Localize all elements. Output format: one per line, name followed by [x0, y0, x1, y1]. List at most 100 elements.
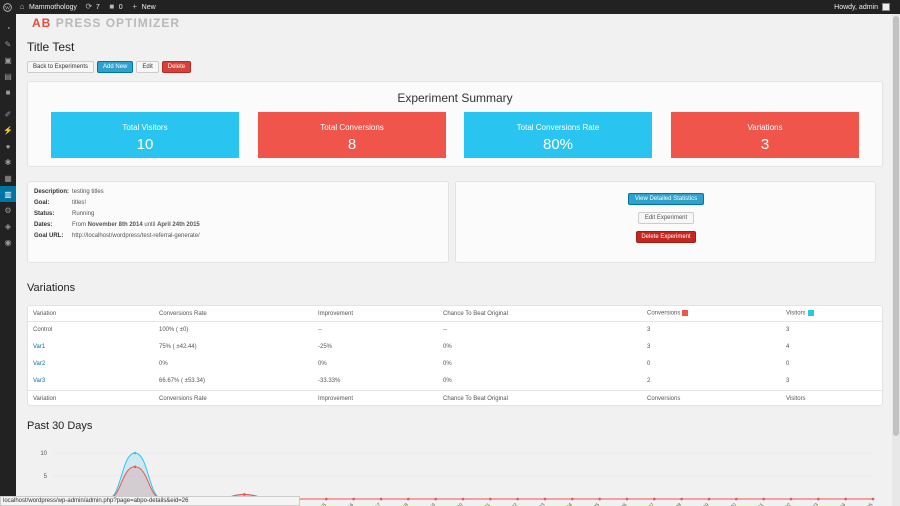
- new-label: New: [141, 3, 156, 11]
- card-value: 3: [760, 136, 770, 153]
- account-menu[interactable]: Howdy, admin: [830, 0, 900, 14]
- site-name-link[interactable]: ⌂ Mammothology: [14, 0, 81, 14]
- x-tick-label: 2014-11-28: [661, 502, 683, 506]
- card-value: 80%: [542, 136, 574, 153]
- comments-count: 0: [118, 3, 123, 11]
- table-row: Var2 0% 0% 0% 0 0: [28, 356, 882, 372]
- column-footer-conversions: Conversions: [647, 395, 681, 402]
- goal-url-label: Goal URL:: [34, 233, 64, 239]
- data-point-conversions: [680, 497, 683, 501]
- logo-text: PRESS OPTIMIZER: [55, 16, 181, 30]
- edit-experiment-button[interactable]: Edit Experiment: [638, 212, 694, 224]
- delete-button[interactable]: Delete: [161, 61, 192, 73]
- site-name: Mammothology: [29, 3, 77, 11]
- x-tick-label: 2014-12-02: [770, 502, 792, 506]
- data-point-conversions: [871, 497, 875, 501]
- variation-visitors: 3: [786, 327, 790, 333]
- variation-rate: 0%: [159, 361, 168, 367]
- admin-menu: ◔ ✎ ▣ ▤ ■ ✐ ⚡ ● ✱ ▦ ▥ ⚙ ◈ ◉: [0, 14, 16, 506]
- dates-from: November 8th 2014: [87, 222, 143, 228]
- scrollbar-thumb[interactable]: [893, 16, 899, 436]
- collapse-menu-icon[interactable]: ◉: [4, 237, 12, 247]
- edit-button[interactable]: Edit: [136, 61, 159, 73]
- users-icon[interactable]: ●: [5, 141, 11, 151]
- data-point-conversions: [133, 465, 137, 469]
- plugins-icon[interactable]: ⚡: [3, 125, 13, 135]
- data-point-conversions: [379, 497, 383, 501]
- back-to-experiments-button[interactable]: Back to Experiments: [27, 61, 95, 73]
- dashboard-icon[interactable]: ◔: [5, 23, 11, 33]
- variation-name: Control: [33, 327, 53, 333]
- howdy-text: Howdy, admin: [834, 3, 878, 11]
- experiment-details-panel: Description: testing titles Goal: titles…: [27, 181, 449, 263]
- variation-improvement: -25%: [318, 344, 333, 350]
- y-tick-label: 10: [40, 451, 47, 457]
- add-new-button[interactable]: Add New: [97, 61, 134, 73]
- past-30-days-title: Past 30 Days: [27, 420, 93, 432]
- extra-plugin-icon[interactable]: ◈: [4, 221, 12, 231]
- status-label: Status:: [34, 211, 55, 217]
- variation-link-var1[interactable]: Var1: [33, 344, 46, 350]
- x-tick-label: 2014-11-29: [688, 502, 710, 506]
- variation-visitors: 3: [786, 378, 790, 384]
- card-value: 10: [136, 136, 154, 153]
- variation-rate: 75% ( ±42.44): [159, 344, 197, 350]
- pin-icon[interactable]: ✎: [4, 39, 12, 49]
- dates-until: April 24th 2015: [157, 222, 200, 228]
- new-content-link[interactable]: + New: [127, 0, 160, 14]
- experiment-actions-panel: View Detailed Statistics Edit Experiment…: [455, 181, 876, 263]
- table-row: Var3 66.67% ( ±53.34) -33.33% 0% 2 3: [28, 373, 882, 389]
- column-header-chance: Chance To Beat Original: [443, 310, 508, 317]
- page-scrollbar[interactable]: [892, 14, 900, 506]
- updates-link[interactable]: ⟳ 7: [81, 0, 104, 14]
- variation-visitors: 0: [786, 361, 790, 367]
- status-row: Status: Running: [34, 211, 94, 217]
- view-detailed-statistics-button[interactable]: View Detailed Statistics: [628, 193, 704, 205]
- data-point-conversions: [653, 497, 656, 501]
- updates-count: 7: [95, 3, 100, 11]
- variation-visitors: 4: [786, 344, 790, 350]
- ab-optimizer-icon[interactable]: ▥: [0, 186, 16, 202]
- y-tick-label: 5: [44, 474, 48, 480]
- experiment-summary-panel: Experiment Summary Total Visitors 10 Tot…: [27, 81, 883, 167]
- data-point-conversions: [844, 497, 847, 501]
- visitors-header-label: Visitors: [786, 310, 806, 317]
- variation-chance: 0%: [443, 344, 452, 350]
- column-header-variation: Variation: [33, 310, 57, 317]
- settings-icon[interactable]: ▦: [4, 173, 12, 183]
- comments-icon: ■: [109, 2, 115, 11]
- visitors-color-swatch: [807, 310, 814, 317]
- data-point-conversions: [817, 497, 820, 501]
- variation-link-var3[interactable]: Var3: [33, 378, 46, 384]
- x-tick-label: 2014-12-01: [743, 502, 765, 506]
- status-value: Running: [72, 211, 95, 217]
- variation-link-var2[interactable]: Var2: [33, 361, 46, 367]
- variation-rate: 100% ( ±0): [159, 327, 189, 333]
- delete-experiment-button[interactable]: Delete Experiment: [636, 231, 696, 243]
- browser-status-bar: localhost/wordpress/wp-admin/admin.php?p…: [0, 496, 300, 506]
- variations-table: Variation Conversions Rate Improvement C…: [27, 305, 883, 406]
- experiment-button-row: Back to Experiments Add New Edit Delete: [27, 61, 192, 73]
- home-icon: ⌂: [19, 2, 25, 11]
- summary-title: Experiment Summary: [397, 91, 513, 105]
- column-footer-visitors: Visitors: [786, 395, 806, 402]
- data-point-conversions: [352, 497, 355, 501]
- gear-icon[interactable]: ⚙: [4, 205, 12, 215]
- media-icon[interactable]: ▣: [4, 55, 12, 65]
- x-tick-label: 2014-12-05: [852, 502, 874, 506]
- comments-menu-icon[interactable]: ■: [5, 87, 11, 97]
- table-row: Control 100% ( ±0) -- -- 3 3: [28, 322, 882, 338]
- pages-icon[interactable]: ▤: [4, 71, 12, 81]
- tools-icon[interactable]: ✱: [4, 157, 12, 167]
- appearance-icon[interactable]: ✐: [4, 109, 12, 119]
- data-point-conversions: [243, 493, 246, 496]
- wordpress-logo-icon[interactable]: W: [0, 0, 14, 14]
- updates-icon: ⟳: [85, 2, 93, 11]
- description-value: testing titles: [72, 189, 104, 195]
- data-point-conversions: [543, 497, 547, 501]
- variation-improvement: 0%: [318, 361, 327, 367]
- admin-bar: W ⌂ Mammothology ⟳ 7 ■ 0 + New Howdy, ad…: [0, 0, 900, 14]
- card-value: 8: [347, 136, 357, 153]
- comments-link[interactable]: ■ 0: [104, 0, 127, 14]
- table-row: Var1 75% ( ±42.44) -25% 0% 3 4: [28, 339, 882, 355]
